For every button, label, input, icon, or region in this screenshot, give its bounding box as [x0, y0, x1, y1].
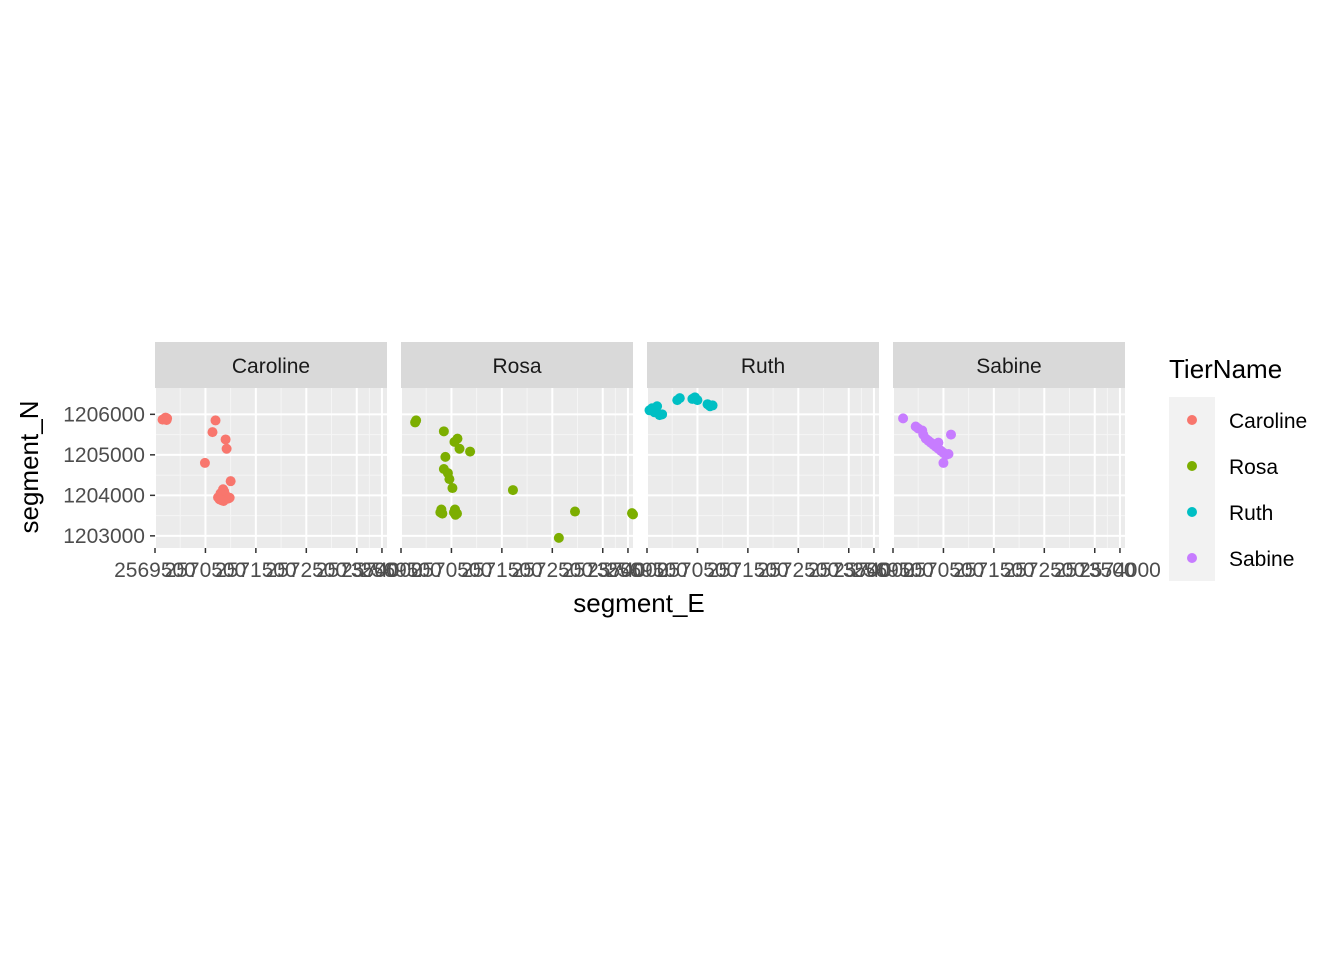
- data-point-rosa: [449, 436, 460, 447]
- x-axis-title: segment_E: [573, 588, 705, 618]
- x-tick-label: 2572500: [757, 559, 839, 582]
- data-point-caroline: [214, 494, 225, 505]
- facet-strip-label: Sabine: [976, 355, 1041, 378]
- x-tick-label: 2569500: [360, 559, 442, 582]
- x-tick-label: 2573500: [808, 559, 890, 582]
- legend-label: Rosa: [1229, 456, 1278, 479]
- legend-key-sabine: [1187, 553, 1197, 563]
- y-tick-label: 1204000: [63, 484, 145, 507]
- facet-strip-label: Ruth: [741, 355, 785, 378]
- data-point-rosa: [465, 446, 476, 457]
- data-point-sabine: [943, 449, 954, 460]
- data-point-rosa: [438, 426, 449, 437]
- legend-label: Ruth: [1229, 502, 1273, 525]
- facet-strip: [647, 342, 879, 388]
- data-point-rosa: [437, 508, 448, 519]
- y-axis-title: segment_N: [14, 401, 44, 534]
- x-tick-label: 2570500: [903, 559, 985, 582]
- x-tick-label: 2572500: [511, 559, 593, 582]
- data-point-sabine: [898, 413, 909, 424]
- data-point-caroline: [225, 476, 236, 487]
- data-point-rosa: [454, 443, 465, 454]
- x-tick-label: 2574000: [1079, 559, 1161, 582]
- x-tick-label: 2570500: [165, 559, 247, 582]
- x-tick-label: 2573500: [1054, 559, 1136, 582]
- x-tick-label: 2571500: [953, 559, 1035, 582]
- facet-strip: [155, 342, 387, 388]
- x-tick-label: 2574000: [833, 559, 915, 582]
- data-point-ruth: [674, 393, 685, 404]
- x-tick-label: 2573500: [316, 559, 398, 582]
- legend-key-rosa: [1187, 461, 1197, 471]
- facet-strip: [401, 342, 633, 388]
- data-point-rosa: [553, 532, 564, 543]
- data-point-caroline: [162, 413, 173, 424]
- data-point-ruth: [657, 409, 668, 420]
- x-tick-label: 2569500: [852, 559, 934, 582]
- data-point-rosa: [447, 483, 458, 494]
- x-tick-label: 2572500: [1003, 559, 1085, 582]
- data-point-caroline: [207, 427, 218, 438]
- x-tick-label: 2570500: [411, 559, 493, 582]
- data-point-rosa: [626, 508, 637, 519]
- y-tick-label: 1206000: [63, 403, 145, 426]
- facet-strip-label: Caroline: [232, 355, 310, 378]
- x-tick-label: 2571500: [215, 559, 297, 582]
- x-tick-label: 2572500: [265, 559, 347, 582]
- legend-title: TierName: [1169, 354, 1282, 384]
- x-tick-label: 2570500: [657, 559, 739, 582]
- x-tick-label: 2574000: [341, 559, 423, 582]
- x-tick-label: 2573500: [562, 559, 644, 582]
- panel-background: [155, 388, 387, 548]
- x-tick-label: 2569500: [114, 559, 196, 582]
- legend-label: Caroline: [1229, 410, 1307, 433]
- data-point-rosa: [570, 506, 580, 517]
- data-point-sabine: [933, 437, 944, 448]
- y-tick-label: 1203000: [63, 525, 145, 548]
- data-point-caroline: [221, 443, 232, 454]
- data-point-ruth: [692, 395, 703, 406]
- legend-label: Sabine: [1229, 548, 1294, 571]
- facet-strip-label: Rosa: [492, 355, 541, 378]
- data-point-ruth: [648, 406, 659, 417]
- legend-key-ruth: [1187, 507, 1197, 517]
- data-point-caroline: [199, 457, 210, 468]
- x-tick-label: 2574000: [587, 559, 669, 582]
- panel-background: [893, 388, 1125, 548]
- x-tick-label: 2571500: [707, 559, 789, 582]
- x-tick-label: 2569500: [606, 559, 688, 582]
- data-point-caroline: [220, 434, 231, 445]
- data-point-rosa: [450, 509, 461, 520]
- data-point-sabine: [938, 457, 949, 468]
- data-point-rosa: [507, 485, 518, 496]
- x-tick-label: 2571500: [461, 559, 543, 582]
- panel-background: [401, 388, 633, 548]
- data-point-caroline: [210, 415, 221, 426]
- facet-strip: [893, 342, 1125, 388]
- panel-background: [647, 388, 879, 548]
- data-point-rosa: [410, 417, 421, 428]
- data-point-rosa: [440, 451, 451, 462]
- legend-key-caroline: [1187, 415, 1197, 425]
- data-point-rosa: [444, 474, 455, 485]
- data-point-ruth: [707, 400, 718, 411]
- y-tick-label: 1205000: [63, 444, 145, 467]
- data-point-sabine: [946, 429, 956, 440]
